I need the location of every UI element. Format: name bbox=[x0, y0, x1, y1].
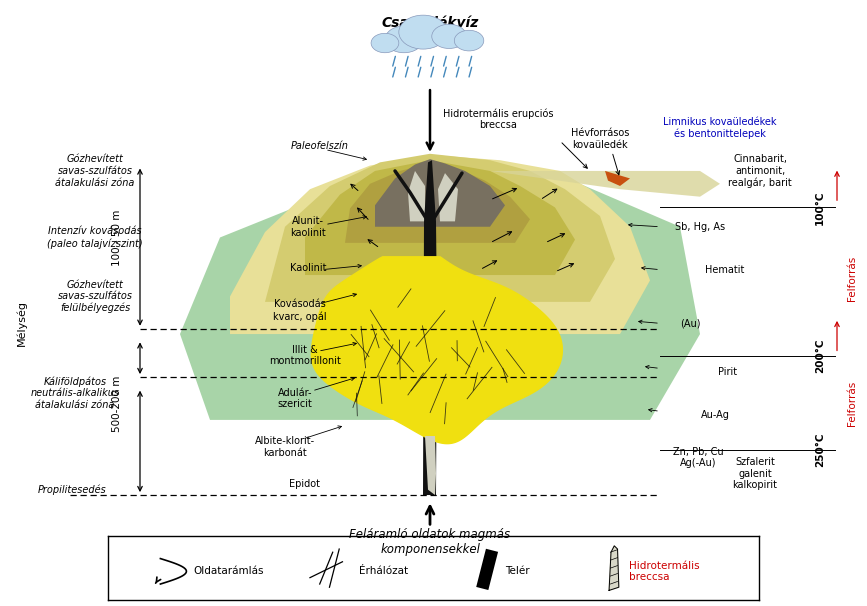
Text: 500-200 m: 500-200 m bbox=[112, 376, 122, 432]
Polygon shape bbox=[265, 154, 615, 302]
Text: (Au): (Au) bbox=[680, 318, 701, 328]
Polygon shape bbox=[345, 164, 530, 243]
Text: Hidrotermális erupciós
breccsa: Hidrotermális erupciós breccsa bbox=[443, 108, 553, 130]
Text: Hidrotermális
breccsa: Hidrotermális breccsa bbox=[629, 561, 699, 582]
Text: Telér: Telér bbox=[505, 566, 530, 576]
Text: 100 - 50 m: 100 - 50 m bbox=[112, 209, 122, 265]
Text: 200°C: 200°C bbox=[815, 338, 825, 373]
Text: Mélység: Mélység bbox=[16, 301, 27, 346]
Circle shape bbox=[371, 33, 399, 53]
Circle shape bbox=[385, 26, 423, 53]
Circle shape bbox=[432, 24, 466, 48]
Text: 100°C: 100°C bbox=[815, 190, 825, 225]
Text: Sb, Hg, As: Sb, Hg, As bbox=[675, 222, 725, 231]
Text: Au-Ag: Au-Ag bbox=[701, 410, 729, 419]
Text: Felforrás: Felforrás bbox=[847, 256, 857, 301]
Text: Felforrás: Felforrás bbox=[847, 381, 857, 427]
Text: Kovásodás
kvarc, opál: Kovásodás kvarc, opál bbox=[273, 299, 327, 322]
Text: Alunit-
kaolinit: Alunit- kaolinit bbox=[290, 216, 326, 238]
Text: Érhálózat: Érhálózat bbox=[359, 566, 407, 576]
Text: Adulár-
szericit: Adulár- szericit bbox=[277, 388, 312, 409]
Polygon shape bbox=[438, 173, 458, 221]
Text: Illit &
montmorillonit: Illit & montmorillonit bbox=[269, 345, 341, 366]
Text: Hematit: Hematit bbox=[706, 265, 745, 275]
Text: Limnikus kovaüledékek
és bentonittelepek: Limnikus kovaüledékek és bentonittelepek bbox=[663, 117, 777, 139]
Text: Csapadékvíz: Csapadékvíz bbox=[381, 15, 479, 30]
Polygon shape bbox=[305, 160, 575, 275]
Polygon shape bbox=[311, 257, 563, 444]
Polygon shape bbox=[490, 171, 720, 197]
Text: Gózhevített
savas-szulfátos
felülbélyegzés: Gózhevített savas-szulfátos felülbélyegz… bbox=[57, 279, 133, 313]
Text: Kaolinit: Kaolinit bbox=[290, 262, 326, 273]
Text: Propilitesedés: Propilitesedés bbox=[37, 484, 107, 495]
Text: Hévforrásos
kovaüledék: Hévforrásos kovaüledék bbox=[570, 128, 629, 150]
Text: Zn, Pb, Cu
Ag(-Au): Zn, Pb, Cu Ag(-Au) bbox=[673, 447, 723, 468]
Polygon shape bbox=[423, 160, 437, 495]
Text: Gózhevített
savas-szulfátos
átalakulási zóna: Gózhevített savas-szulfátos átalakulási … bbox=[55, 155, 134, 187]
Polygon shape bbox=[425, 436, 436, 495]
Text: Oldatarámlás: Oldatarámlás bbox=[192, 566, 264, 576]
Text: Cinnabarit,
antimonit,
realgár, barit: Cinnabarit, antimonit, realgár, barit bbox=[728, 154, 792, 188]
Text: Szfalerit
galenit
kalkopirit: Szfalerit galenit kalkopirit bbox=[733, 457, 778, 490]
Polygon shape bbox=[375, 159, 505, 227]
Text: Pirit: Pirit bbox=[719, 367, 738, 376]
Text: Intenzív kovásodás
(paleo talajvízszint): Intenzív kovásodás (paleo talajvízszint) bbox=[47, 227, 143, 248]
Text: Albite-klorit-
karbonát: Albite-klorit- karbonát bbox=[255, 436, 315, 458]
Circle shape bbox=[399, 15, 447, 49]
Polygon shape bbox=[609, 546, 619, 590]
Circle shape bbox=[454, 30, 484, 51]
Polygon shape bbox=[408, 171, 425, 221]
Polygon shape bbox=[180, 178, 700, 420]
Polygon shape bbox=[605, 171, 630, 186]
Text: 250°C: 250°C bbox=[815, 433, 825, 467]
Text: Epidot: Epidot bbox=[290, 479, 321, 489]
Polygon shape bbox=[230, 155, 650, 334]
Text: Feláramló oldatok magmás
komponensekkel: Feláramló oldatok magmás komponensekkel bbox=[349, 528, 511, 556]
Text: Káliföldpátos
neutrális-alkalikus
átalakulási zóna: Káliföldpátos neutrális-alkalikus átalak… bbox=[30, 376, 120, 410]
Text: Paleofelszín: Paleofelszín bbox=[291, 141, 349, 152]
